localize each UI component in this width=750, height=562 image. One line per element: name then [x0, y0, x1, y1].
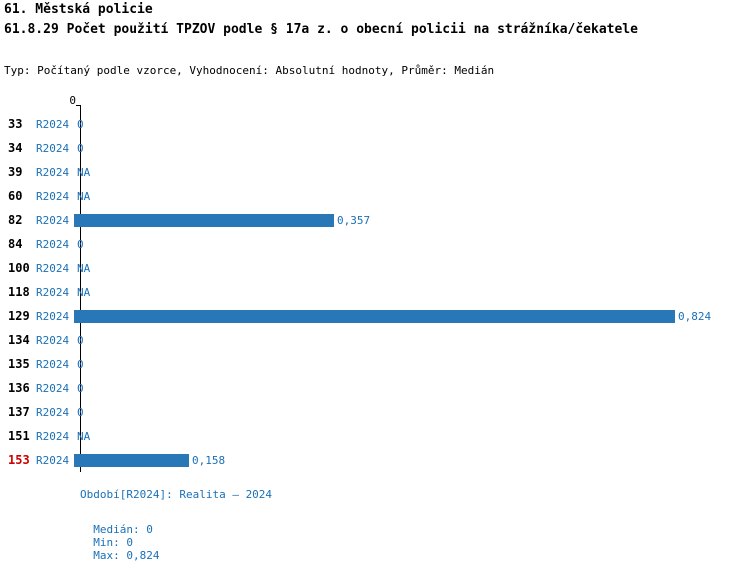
- row-period-label: R2024: [36, 381, 70, 395]
- bar-area: 0: [73, 376, 750, 400]
- bar-area: 0,158: [73, 448, 750, 472]
- bar-area: 0: [73, 136, 750, 160]
- value-label: NA: [77, 189, 91, 203]
- value-label: 0,158: [192, 453, 226, 467]
- value-label: NA: [77, 261, 91, 275]
- bar-area: NA: [73, 160, 750, 184]
- row-number: 84: [8, 237, 23, 251]
- row-period-label: R2024: [36, 213, 70, 227]
- bar-chart: 33 R2024 0 34 R2024 0 39 R2024 NA 60 R2024 NA 82 R202…: [0, 112, 750, 472]
- report-meta: Typ: Počítaný podle vzorce, Vyhodnocení:…: [4, 64, 495, 77]
- row-period-label: R2024: [36, 357, 70, 371]
- value-label: 0: [77, 117, 84, 131]
- row-number: 100: [8, 261, 30, 275]
- value-label: 0: [77, 405, 84, 419]
- axis-tick: [76, 105, 81, 106]
- chart-row: 129 R2024 0,824: [0, 304, 750, 328]
- chart-row: 82 R2024 0,357: [0, 208, 750, 232]
- row-number: 33: [8, 117, 23, 131]
- bar-area: 0: [73, 352, 750, 376]
- value-label: 0: [77, 333, 84, 347]
- value-label: NA: [77, 429, 91, 443]
- chart-row: 100 R2024 NA: [0, 256, 750, 280]
- row-period-label: R2024: [36, 285, 70, 299]
- bar-area: NA: [73, 424, 750, 448]
- value-label: 0: [77, 357, 84, 371]
- chart-row: 135 R2024 0: [0, 352, 750, 376]
- chart-row: 118 R2024 NA: [0, 280, 750, 304]
- value-label: 0,357: [337, 213, 371, 227]
- row-number: 151: [8, 429, 30, 443]
- report-section-title: 61. Městská policie: [4, 2, 153, 17]
- row-number: 135: [8, 357, 30, 371]
- row-number: 153: [8, 453, 30, 467]
- row-period-label: R2024: [36, 165, 70, 179]
- chart-row: 137 R2024 0: [0, 400, 750, 424]
- value-label: 0: [77, 237, 84, 251]
- chart-row: 84 R2024 0: [0, 232, 750, 256]
- value-label: NA: [77, 285, 91, 299]
- row-number: 82: [8, 213, 23, 227]
- row-number: 39: [8, 165, 23, 179]
- value-bar: [74, 213, 334, 227]
- row-number: 137: [8, 405, 30, 419]
- bar-area: 0: [73, 400, 750, 424]
- chart-row: 134 R2024 0: [0, 328, 750, 352]
- chart-row: 136 R2024 0: [0, 376, 750, 400]
- bar-area: 0,357: [73, 208, 750, 232]
- period-info: Období[R2024]: Realita – 2024: [80, 488, 273, 501]
- row-number: 118: [8, 285, 30, 299]
- row-period-label: R2024: [36, 309, 70, 323]
- value-label: 0,824: [678, 309, 712, 323]
- bar-area: NA: [73, 256, 750, 280]
- stat-median: Medián: 0: [93, 523, 153, 536]
- chart-row: 39 R2024 NA: [0, 160, 750, 184]
- bar-area: NA: [73, 280, 750, 304]
- stat-max: Max: 0,824: [93, 549, 160, 562]
- row-number: 129: [8, 309, 30, 323]
- bar-area: 0: [73, 328, 750, 352]
- stat-min: Min: 0: [93, 536, 133, 549]
- bar-area: 0,824: [73, 304, 750, 328]
- chart-row: 153 R2024 0,158: [0, 448, 750, 472]
- value-label: 0: [77, 381, 84, 395]
- row-period-label: R2024: [36, 117, 70, 131]
- row-period-label: R2024: [36, 453, 70, 467]
- chart-row: 60 R2024 NA: [0, 184, 750, 208]
- bar-area: 0: [73, 112, 750, 136]
- row-number: 60: [8, 189, 23, 203]
- chart-row: 151 R2024 NA: [0, 424, 750, 448]
- report-indicator-title: 61.8.29 Počet použití TPZOV podle § 17a …: [4, 22, 638, 37]
- bar-area: 0: [73, 232, 750, 256]
- row-number: 134: [8, 333, 30, 347]
- chart-row: 33 R2024 0: [0, 112, 750, 136]
- row-number: 34: [8, 141, 23, 155]
- row-period-label: R2024: [36, 333, 70, 347]
- row-period-label: R2024: [36, 405, 70, 419]
- axis-zero-label: 0: [69, 94, 76, 107]
- chart-row: 34 R2024 0: [0, 136, 750, 160]
- value-label: NA: [77, 165, 91, 179]
- value-bar: [74, 309, 675, 323]
- value-bar: [74, 453, 189, 467]
- row-number: 136: [8, 381, 30, 395]
- row-period-label: R2024: [36, 237, 70, 251]
- summary-stats: Medián: 0 Min: 0 Max: 0,824: [80, 510, 343, 562]
- axis-line: [80, 105, 81, 472]
- value-label: 0: [77, 141, 84, 155]
- row-period-label: R2024: [36, 189, 70, 203]
- row-period-label: R2024: [36, 141, 70, 155]
- row-period-label: R2024: [36, 429, 70, 443]
- row-period-label: R2024: [36, 261, 70, 275]
- bar-area: NA: [73, 184, 750, 208]
